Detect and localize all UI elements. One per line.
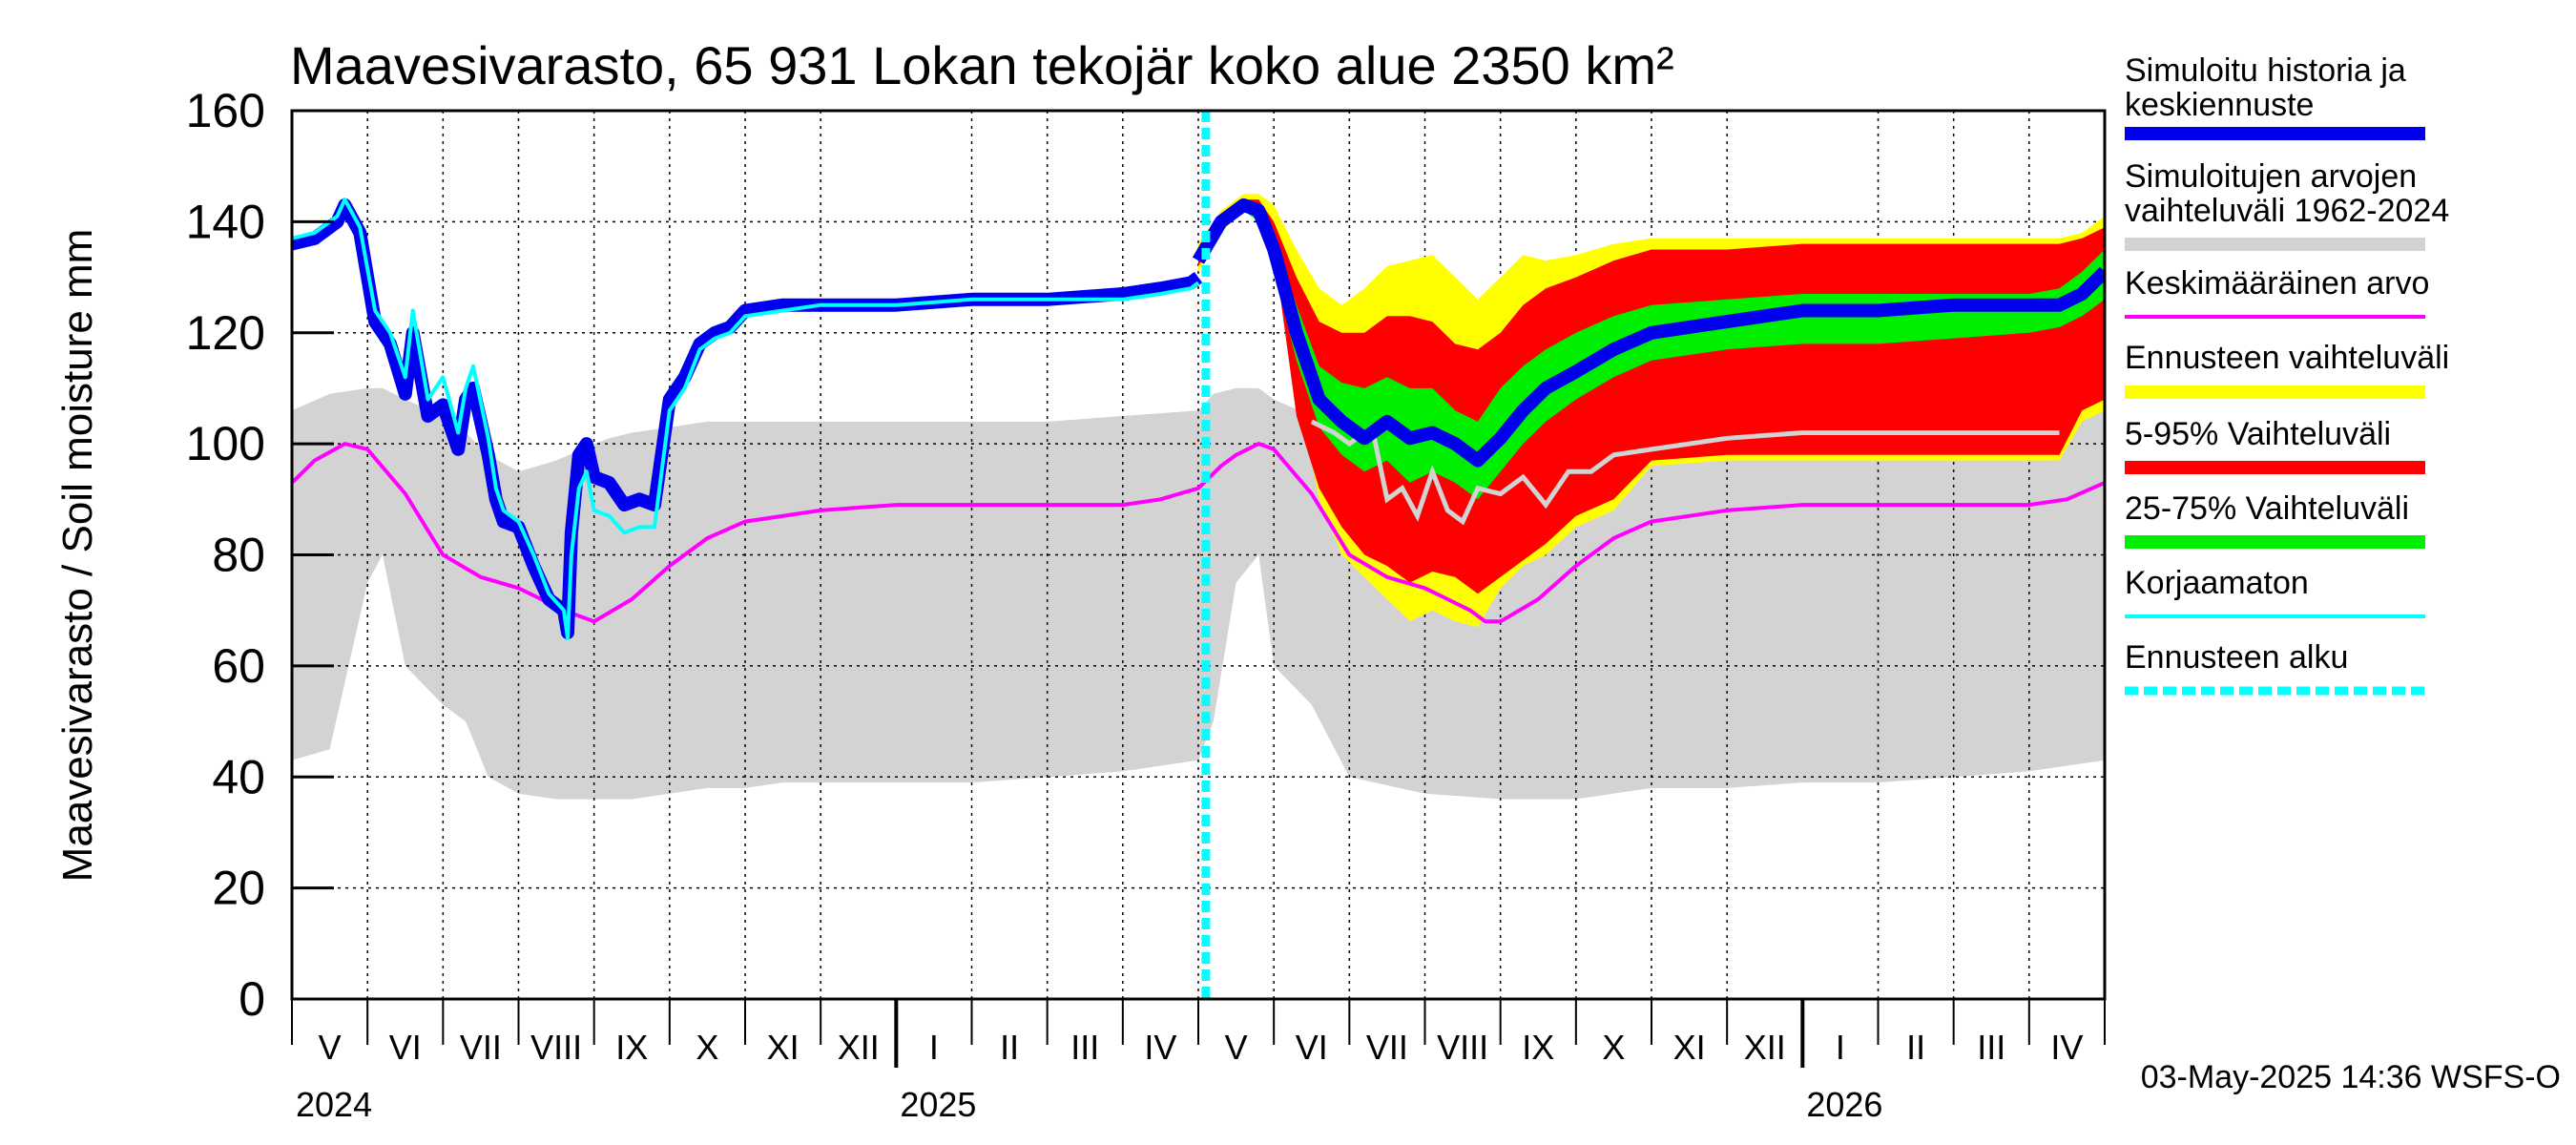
y-tick-label: 140: [186, 195, 265, 248]
x-month-label: V: [319, 1028, 342, 1067]
x-month-label: II: [1906, 1028, 1925, 1067]
legend-item: 25-75% Vaihteluväli: [2125, 490, 2425, 549]
x-month-label: XII: [1744, 1028, 1786, 1067]
x-year-label: 2025: [900, 1085, 976, 1124]
chart-title: Maavesivarasto, 65 931 Lokan tekojär kok…: [290, 35, 1674, 95]
y-tick-label: 160: [186, 84, 265, 137]
legend-item: Simuloitujen arvojen vaihteluväli 1962-20…: [2125, 158, 2449, 251]
timestamp-footer: 03-May-2025 14:36 WSFS-O: [2141, 1059, 2561, 1095]
x-month-label: V: [1225, 1028, 1248, 1067]
forecast-range-line: [1310, 419, 2060, 526]
legend-item: Keskimääräinen arvo: [2125, 265, 2429, 319]
x-month-label: XI: [1673, 1028, 1706, 1067]
uncorrected-line: [292, 198, 1200, 640]
legend-label: Korjaamaton: [2125, 565, 2309, 601]
legend-label: Ennusteen alku: [2125, 639, 2348, 676]
y-tick-label: 40: [212, 750, 265, 803]
forecast-25-75-band: [1198, 204, 2105, 500]
x-month-label: I: [1836, 1028, 1845, 1067]
x-month-label: X: [696, 1028, 718, 1067]
x-month-label: X: [1602, 1028, 1625, 1067]
legend-item: Ennusteen vaihteluväli: [2125, 340, 2449, 399]
legend-item: Ennusteen alku: [2125, 639, 2425, 696]
legend-label: Simuloitu historia ja keskiennuste: [2125, 52, 2406, 123]
legend-label: Keskimääräinen arvo: [2125, 265, 2429, 302]
x-month-label: VI: [1296, 1028, 1328, 1067]
legend-label: Ennusteen vaihteluväli: [2125, 340, 2449, 376]
x-axis-month-labels: V VI VII VIII IX X XI XII I II III IV V VI VII VIII IX X X…: [291, 999, 2106, 1068]
x-month-label: II: [1000, 1028, 1019, 1067]
legend-label: Simuloitujen arvojen vaihteluväli 1962-20…: [2125, 158, 2449, 229]
x-month-label: VIII: [530, 1028, 582, 1067]
legend-label: 25-75% Vaihteluväli: [2125, 490, 2409, 527]
y-axis-label: Maavesivarasto / Soil moisture mm: [54, 229, 101, 883]
x-month-label: VII: [1366, 1028, 1408, 1067]
x-month-label: IX: [1522, 1028, 1554, 1067]
y-tick-label: 60: [212, 639, 265, 693]
y-tick-label: 120: [186, 306, 265, 360]
y-axis-ticks: 0 20 40 60 80 100 120 140 160: [186, 84, 334, 1026]
legend: Simuloitu historia ja keskiennuste Simuloi…: [2125, 52, 2449, 696]
x-month-label: IV: [2050, 1028, 2083, 1067]
legend-item: Simuloitu historia ja keskiennuste: [2125, 52, 2425, 140]
y-tick-label: 80: [212, 529, 265, 582]
x-month-label: XII: [838, 1028, 880, 1067]
x-month-label: VI: [389, 1028, 422, 1067]
y-tick-label: 100: [186, 417, 265, 470]
forecast-median-line: [1192, 198, 2105, 468]
legend-item: 5-95% Vaihteluväli: [2125, 416, 2425, 474]
x-month-label: III: [1070, 1028, 1099, 1067]
x-axis-year-labels: 2024 2025 2026: [296, 1085, 1882, 1124]
legend-item: Korjaamaton: [2125, 565, 2425, 618]
x-year-label: 2024: [296, 1085, 372, 1124]
plot-area: [290, 109, 2107, 1001]
x-month-label: VII: [460, 1028, 502, 1067]
x-year-label: 2026: [1806, 1085, 1882, 1124]
x-month-label: VIII: [1437, 1028, 1488, 1067]
y-tick-label: 0: [239, 972, 265, 1026]
x-month-label: IV: [1144, 1028, 1176, 1067]
x-month-label: I: [929, 1028, 939, 1067]
legend-label: 5-95% Vaihteluväli: [2125, 416, 2391, 452]
x-month-label: III: [1977, 1028, 2005, 1067]
data-layer-top: [292, 194, 2105, 640]
x-month-label: IX: [615, 1028, 648, 1067]
mean-value-line: [292, 441, 2105, 624]
y-tick-label: 20: [212, 862, 265, 915]
x-month-label: XI: [767, 1028, 800, 1067]
